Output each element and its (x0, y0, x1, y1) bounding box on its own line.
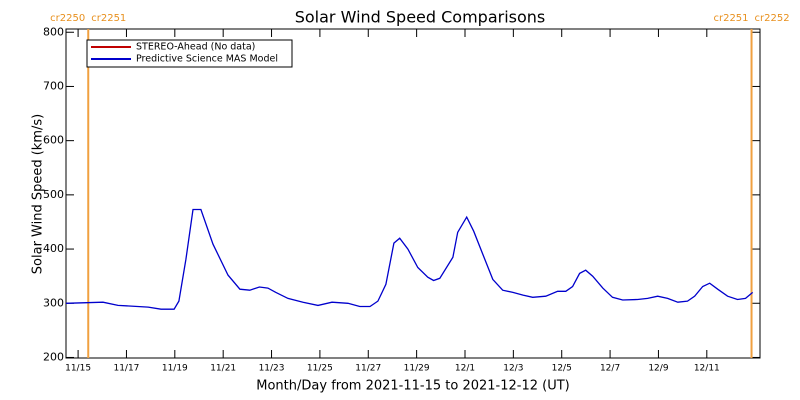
cr-label: cr2250 (50, 13, 85, 24)
cr-label: cr2252 (755, 13, 790, 24)
y-axis-label: Solar Wind Speed (km/s) (31, 114, 46, 274)
y-tick-label: 500 (43, 188, 64, 201)
x-tick-label: 11/29 (404, 364, 430, 374)
y-tick-label: 600 (43, 134, 64, 147)
x-tick-label: 12/9 (648, 364, 668, 374)
x-tick-label: 11/25 (307, 364, 333, 374)
x-axis-label: Month/Day from 2021-11-15 to 2021-12-12 … (256, 379, 569, 394)
y-tick-label: 700 (43, 79, 64, 92)
x-tick-label: 12/5 (552, 364, 572, 374)
x-tick-label: 12/7 (600, 364, 620, 374)
legend-label: STEREO-Ahead (No data) (136, 42, 255, 53)
x-tick-label: 12/3 (503, 364, 523, 374)
x-tick-label: 11/17 (113, 364, 139, 374)
x-tick-label: 12/11 (694, 364, 720, 374)
cr-label: cr2251 (91, 13, 126, 24)
line (65, 208, 754, 310)
x-tick-label: 11/23 (259, 364, 285, 374)
y-tick-label: 800 (43, 25, 64, 38)
y-tick-label: 300 (43, 296, 64, 309)
legend-label: Predictive Science MAS Model (136, 54, 278, 65)
plot-frame (65, 28, 761, 359)
x-tick-label: 12/1 (455, 364, 475, 374)
y-tick-label: 400 (43, 242, 64, 255)
x-tick-label: 11/15 (65, 364, 91, 374)
legend-box (86, 39, 293, 68)
chart-title: Solar Wind Speed Comparisons (295, 8, 546, 27)
y-tick-label: 200 (43, 350, 64, 363)
x-tick-label: 11/27 (355, 364, 381, 374)
x-tick-label: 11/19 (162, 364, 188, 374)
x-tick-label: 11/21 (210, 364, 236, 374)
cr-label: cr2251 (713, 13, 748, 24)
